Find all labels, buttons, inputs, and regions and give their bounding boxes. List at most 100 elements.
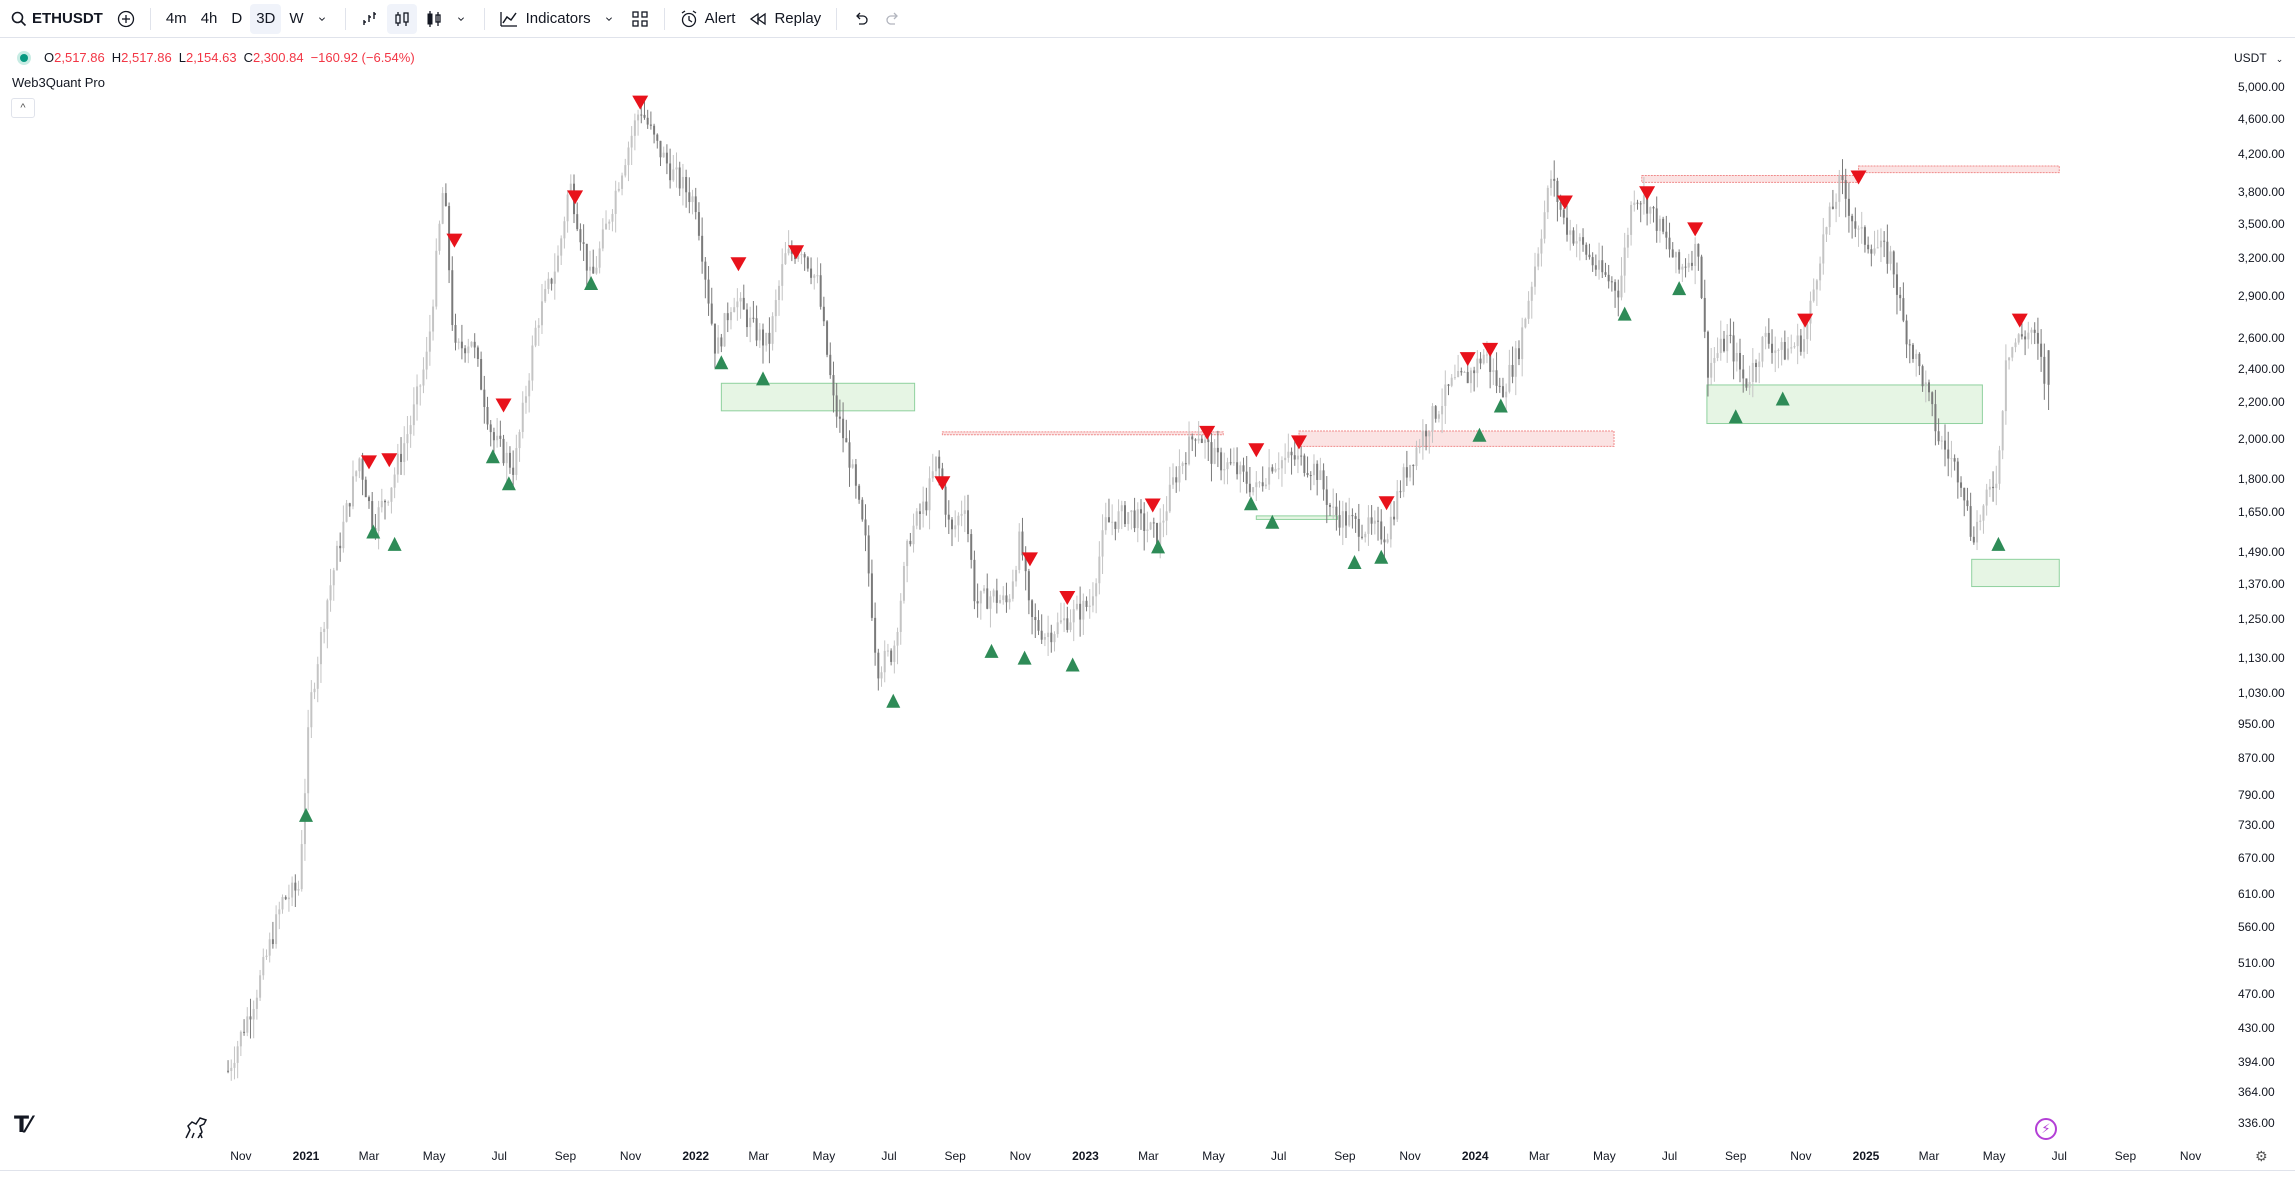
close-label: C — [243, 50, 253, 65]
candle-body — [1863, 227, 1866, 245]
bearish-signal-triangle — [1248, 443, 1265, 458]
interval-4h[interactable]: 4h — [200, 10, 218, 27]
candle-body — [1806, 323, 1809, 340]
dinosaur-icon[interactable] — [182, 1114, 210, 1142]
candle-body — [694, 196, 697, 213]
bullish-signal-triangle — [756, 371, 771, 386]
candle-body — [1678, 252, 1681, 270]
candle-body — [579, 229, 582, 243]
candle-body — [1447, 384, 1450, 386]
compare-symbol-button[interactable] — [111, 4, 141, 34]
candle-body — [1143, 513, 1146, 531]
candle-body — [1204, 439, 1207, 443]
candle-body — [547, 278, 550, 290]
tradingview-logo[interactable]: T⁄ — [14, 1113, 31, 1138]
candle-body — [1822, 234, 1825, 264]
redo-button[interactable] — [878, 4, 908, 34]
interval-4m[interactable]: 4m — [165, 10, 187, 27]
candle-body — [646, 117, 649, 125]
collapse-legend-button[interactable]: ^ — [11, 98, 35, 118]
undo-button[interactable] — [846, 4, 876, 34]
candle-body — [630, 135, 633, 148]
candle-body — [829, 354, 832, 376]
candle-body — [672, 169, 675, 181]
candle-body — [1799, 335, 1802, 352]
alert-button[interactable]: Alert — [674, 4, 742, 34]
candle-body — [1312, 463, 1315, 476]
interval-d[interactable]: D — [231, 10, 243, 27]
candle-body — [1639, 203, 1642, 205]
chart-type-dropdown-button[interactable] — [451, 4, 475, 34]
candle-body — [1450, 377, 1453, 386]
candle-body — [1457, 370, 1460, 378]
candle-body — [1293, 455, 1296, 460]
price-tick-label: 4,600.00 — [2238, 111, 2285, 126]
candle-body — [1783, 341, 1786, 360]
candle-body — [1652, 207, 1655, 209]
candle-body — [1034, 617, 1037, 621]
candle-body — [758, 329, 761, 341]
candle-body — [1181, 463, 1184, 467]
candle-body — [810, 268, 813, 278]
candle-body — [653, 125, 656, 135]
candle-body — [1056, 622, 1059, 635]
candle-body — [1796, 335, 1799, 347]
candle-body — [464, 348, 467, 354]
candle-body — [774, 300, 777, 317]
candle-body — [400, 453, 403, 463]
indicator-name[interactable]: Web3Quant Pro — [12, 75, 105, 90]
candle-body — [1220, 452, 1223, 471]
candle-body — [896, 631, 899, 646]
time-tick-label: Jul — [1271, 1149, 1287, 1163]
interval-3d[interactable]: 3D — [250, 3, 282, 34]
candle-body — [592, 266, 595, 274]
bearish-signal-triangle — [1199, 425, 1216, 440]
candle-body — [909, 540, 912, 545]
price-chart[interactable] — [0, 38, 2232, 1148]
candle-body — [1569, 230, 1572, 235]
candle-body — [1431, 406, 1434, 432]
candle-body — [713, 323, 716, 354]
layouts-button[interactable] — [625, 4, 655, 34]
candle-body — [675, 167, 678, 170]
candle-body — [569, 183, 572, 195]
candle-body — [1415, 447, 1418, 467]
interval-dropdown-button[interactable] — [312, 4, 336, 34]
candle-body — [1582, 237, 1585, 245]
alert-label: Alert — [704, 10, 736, 27]
time-tick-label: Nov — [2179, 1149, 2202, 1163]
bar-style-button[interactable] — [355, 4, 385, 34]
gear-icon[interactable]: ⚙ — [2255, 1148, 2268, 1164]
lightning-icon[interactable]: ⚡ — [2035, 1118, 2057, 1140]
hollow-candles-button[interactable] — [419, 4, 449, 34]
toolbar-divider — [836, 7, 838, 30]
candle-body — [1533, 266, 1536, 287]
currency-selector[interactable]: USDT ⌄ — [2226, 48, 2286, 68]
bearish-signal-triangle — [1797, 313, 1814, 328]
candle-body — [275, 914, 278, 945]
plus-circle-icon — [117, 10, 134, 27]
candles-style-button[interactable] — [386, 3, 417, 34]
candle-body — [512, 467, 515, 475]
time-tick-label: 2021 — [292, 1149, 320, 1163]
indicators-button[interactable]: Indicators — [494, 4, 597, 34]
candle-body — [454, 325, 457, 343]
candle-body — [877, 652, 880, 679]
candle-body — [1562, 209, 1565, 218]
candle-body — [1851, 215, 1854, 222]
indicators-label: Indicators — [525, 10, 591, 27]
replay-button[interactable]: Replay — [743, 4, 827, 34]
candle-body — [271, 939, 274, 945]
candle-body — [1950, 458, 1953, 460]
candle-body — [1111, 521, 1114, 523]
time-tick-label: May — [1982, 1149, 2006, 1163]
candle-body — [2043, 356, 2046, 384]
candle-body — [1261, 482, 1264, 487]
candle-body — [778, 285, 781, 301]
indicators-dropdown-button[interactable] — [599, 4, 623, 34]
interval-w[interactable]: W — [289, 10, 304, 27]
price-tick-label: 1,650.00 — [2238, 505, 2285, 520]
candle-body — [1982, 505, 1985, 521]
symbol-search-button[interactable]: ETHUSDT — [4, 4, 109, 34]
candle-body — [1934, 404, 1937, 432]
